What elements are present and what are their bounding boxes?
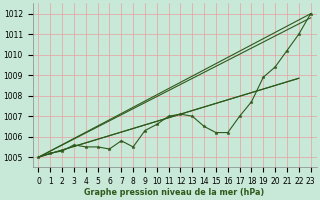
X-axis label: Graphe pression niveau de la mer (hPa): Graphe pression niveau de la mer (hPa): [84, 188, 265, 197]
